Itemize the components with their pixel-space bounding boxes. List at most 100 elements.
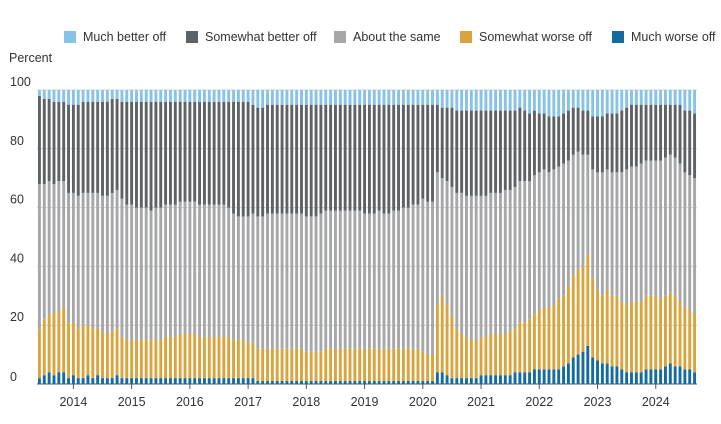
bar-segment	[241, 339, 245, 379]
legend-swatch	[334, 31, 346, 43]
bar-segment	[96, 375, 100, 384]
legend-item[interactable]: Somewhat better off	[186, 30, 317, 44]
legend-item[interactable]: Much worse off	[612, 30, 716, 44]
bar-segment	[329, 210, 333, 349]
bar-segment	[290, 90, 294, 105]
bar-segment	[324, 104, 328, 211]
bar-segment	[130, 378, 134, 384]
bar-segment	[576, 151, 580, 270]
bar-segment	[586, 154, 590, 255]
bar-segment	[105, 378, 109, 384]
bar-segment	[76, 378, 80, 384]
bar-segment	[334, 381, 337, 384]
bar-segment	[406, 348, 410, 382]
bar-segment	[693, 113, 697, 179]
bar-segment	[348, 348, 352, 382]
bar-segment	[644, 295, 648, 370]
bar-segment	[659, 160, 663, 299]
bar-segment	[489, 110, 493, 193]
bars	[37, 90, 697, 384]
bar-segment	[411, 381, 415, 384]
bar-segment	[673, 90, 677, 105]
bar-segment	[139, 101, 143, 208]
bar-segment	[62, 90, 66, 102]
bar-segment	[266, 90, 269, 105]
legend-item[interactable]: Somewhat worse off	[460, 30, 592, 44]
bar-segment	[290, 381, 294, 384]
bar-segment	[591, 357, 595, 384]
bar-segment	[401, 104, 405, 208]
bar-segment	[353, 210, 357, 349]
bar-segment	[678, 90, 682, 105]
bar-segment	[295, 90, 299, 105]
bar-segment	[367, 90, 371, 105]
bar-segment	[57, 310, 61, 373]
bar-segment	[542, 90, 546, 114]
bar-segment	[251, 342, 255, 379]
bar-segment	[110, 192, 114, 332]
bar-segment	[367, 348, 371, 382]
bar-segment	[600, 295, 604, 364]
bar-segment	[450, 316, 454, 379]
bar-segment	[503, 334, 507, 376]
bar-segment	[241, 90, 245, 102]
bar-segment	[499, 192, 502, 335]
bar-segment	[135, 339, 138, 379]
bar-segment	[285, 213, 289, 349]
bar-segment	[193, 101, 197, 202]
bar-segment	[528, 181, 532, 320]
bar-segment	[343, 348, 347, 382]
bar-segment	[372, 213, 376, 349]
bar-segment	[562, 90, 565, 114]
bar-segment	[202, 90, 206, 102]
bar-segment	[499, 375, 502, 384]
bar-segment	[450, 90, 454, 108]
bar-segment	[610, 90, 614, 114]
bar-segment	[377, 104, 381, 211]
bar-segment	[426, 381, 430, 384]
bar-segment	[411, 348, 415, 382]
bar-segment	[455, 90, 459, 111]
legend-item[interactable]: About the same	[334, 30, 441, 44]
bar-segment	[266, 213, 269, 349]
bar-segment	[401, 381, 405, 384]
bar-segment	[144, 207, 148, 340]
bar-segment	[183, 201, 187, 335]
bar-segment	[86, 101, 90, 193]
bar-segment	[358, 104, 362, 211]
bar-segment	[678, 301, 682, 367]
bar-segment	[596, 289, 599, 361]
bar-segment	[494, 334, 498, 376]
bar-segment	[275, 90, 279, 105]
bar-segment	[634, 301, 638, 373]
bar-segment	[241, 216, 245, 340]
bar-segment	[562, 366, 565, 384]
bar-segment	[295, 381, 299, 384]
bar-segment	[440, 107, 444, 179]
bar-segment	[193, 334, 197, 379]
bar-segment	[202, 204, 206, 337]
bar-segment	[227, 101, 231, 208]
bar-segment	[202, 378, 206, 384]
bar-segment	[426, 354, 430, 382]
bar-segment	[178, 201, 182, 335]
bar-segment	[596, 172, 599, 290]
bar-segment	[634, 166, 638, 302]
legend-item[interactable]: Much better off	[64, 30, 166, 44]
bar-segment	[178, 334, 182, 379]
bar-segment	[503, 189, 507, 335]
bar-segment	[164, 378, 168, 384]
bar-segment	[222, 378, 226, 384]
bar-segment	[654, 90, 658, 105]
bar-segment	[581, 110, 585, 155]
bar-segment	[397, 210, 400, 349]
bar-segment	[377, 348, 381, 382]
bar-segment	[338, 210, 342, 349]
bar-segment	[164, 90, 168, 102]
x-tick-label: 2022	[525, 395, 553, 409]
bar-segment	[465, 336, 468, 379]
bar-segment	[125, 101, 129, 205]
bar-segment	[460, 110, 464, 193]
bar-segment	[571, 90, 575, 108]
legend-label: About the same	[353, 30, 441, 44]
